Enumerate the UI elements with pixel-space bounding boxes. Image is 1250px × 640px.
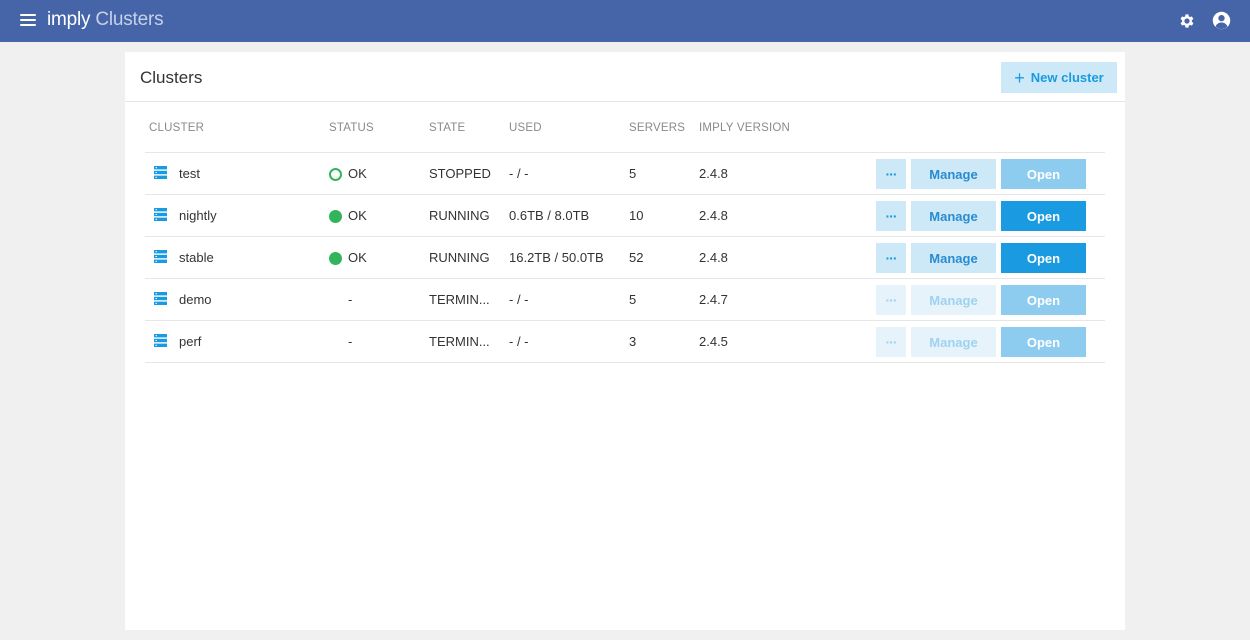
- more-actions-button[interactable]: ···: [876, 285, 906, 315]
- column-header-version[interactable]: IMPLY VERSION: [699, 122, 791, 134]
- state-text: RUNNING: [429, 250, 490, 265]
- cluster-name-link[interactable]: test: [179, 166, 200, 181]
- plus-icon: +: [1014, 67, 1025, 88]
- cluster-name-link[interactable]: perf: [179, 334, 202, 349]
- version-text: 2.4.8: [699, 166, 728, 181]
- version-text: 2.4.8: [699, 208, 728, 223]
- server-stack-icon: [154, 208, 167, 221]
- column-header-servers[interactable]: SERVERS: [629, 122, 686, 134]
- server-stack-icon: [154, 334, 167, 347]
- servers-text: 5: [629, 292, 637, 307]
- user-circle-icon[interactable]: [1212, 11, 1231, 30]
- open-button[interactable]: Open: [1001, 243, 1086, 273]
- more-actions-button[interactable]: ···: [876, 243, 906, 273]
- page-title: Clusters: [140, 68, 203, 87]
- used-text: - / -: [509, 166, 529, 181]
- table-row: stable OK RUNNING 16.2TB / 50.0TB 52 2.4.8 ···…: [145, 237, 1105, 279]
- used-text: 0.6TB / 8.0TB: [509, 208, 590, 223]
- state-text: STOPPED: [429, 166, 491, 181]
- clusters-panel: Clusters + New cluster CLUSTER STATUS ST…: [125, 52, 1125, 630]
- manage-button[interactable]: Manage: [911, 201, 996, 231]
- new-cluster-label: New cluster: [1030, 70, 1104, 85]
- cluster-name-link[interactable]: stable: [179, 250, 214, 265]
- column-header-state[interactable]: STATE: [429, 122, 466, 134]
- new-cluster-button[interactable]: + New cluster: [1001, 62, 1117, 93]
- status-text: OK: [348, 250, 367, 265]
- server-stack-icon: [154, 166, 167, 179]
- more-actions-button[interactable]: ···: [876, 327, 906, 357]
- open-button[interactable]: Open: [1001, 327, 1086, 357]
- open-button[interactable]: Open: [1001, 159, 1086, 189]
- servers-text: 10: [629, 208, 644, 223]
- version-text: 2.4.8: [699, 250, 728, 265]
- server-stack-icon: [154, 292, 167, 305]
- used-text: 16.2TB / 50.0TB: [509, 250, 604, 265]
- manage-button[interactable]: Manage: [911, 285, 996, 315]
- more-actions-button[interactable]: ···: [876, 201, 906, 231]
- table-row: nightly OK RUNNING 0.6TB / 8.0TB 10 2.4.8 ··· M…: [145, 195, 1105, 237]
- status-indicator-icon: [329, 252, 342, 265]
- gear-icon[interactable]: [1178, 12, 1196, 30]
- column-header-cluster[interactable]: CLUSTER: [149, 122, 205, 134]
- brand-logo[interactable]: imply Clusters: [47, 9, 164, 31]
- servers-text: 5: [629, 166, 637, 181]
- manage-button[interactable]: Manage: [911, 159, 996, 189]
- table-row: demo - TERMIN... - / - 5 2.4.7 ··· Manage Open: [145, 279, 1105, 321]
- status-text: -: [348, 334, 353, 349]
- state-text: TERMIN...: [429, 334, 490, 349]
- hamburger-menu-icon[interactable]: [20, 14, 36, 27]
- state-text: RUNNING: [429, 208, 490, 223]
- brand-name: imply: [47, 9, 91, 30]
- state-text: TERMIN...: [429, 292, 490, 307]
- manage-button[interactable]: Manage: [911, 327, 996, 357]
- status-text: OK: [348, 208, 367, 223]
- cluster-name-link[interactable]: nightly: [179, 208, 217, 223]
- version-text: 2.4.5: [699, 334, 728, 349]
- manage-button[interactable]: Manage: [911, 243, 996, 273]
- header-divider: [145, 152, 1105, 153]
- status-indicator-icon: [329, 210, 342, 223]
- column-header-used[interactable]: USED: [509, 122, 542, 134]
- open-button[interactable]: Open: [1001, 201, 1086, 231]
- servers-text: 52: [629, 250, 644, 265]
- status-text: OK: [348, 166, 367, 181]
- server-stack-icon: [154, 250, 167, 263]
- app-title: Clusters: [95, 9, 164, 30]
- open-button[interactable]: Open: [1001, 285, 1086, 315]
- cluster-name-link[interactable]: demo: [179, 292, 212, 307]
- used-text: - / -: [509, 334, 529, 349]
- panel-header: Clusters + New cluster: [125, 52, 1125, 102]
- status-indicator-icon: [329, 168, 342, 181]
- column-header-status[interactable]: STATUS: [329, 122, 374, 134]
- status-text: -: [348, 292, 353, 307]
- servers-text: 3: [629, 334, 637, 349]
- version-text: 2.4.7: [699, 292, 728, 307]
- table-row: perf - TERMIN... - / - 3 2.4.5 ··· Manage Open: [145, 321, 1105, 363]
- more-actions-button[interactable]: ···: [876, 159, 906, 189]
- used-text: - / -: [509, 292, 529, 307]
- table-row: test OK STOPPED - / - 5 2.4.8 ··· Manage Open: [145, 153, 1105, 195]
- top-bar: imply Clusters: [0, 0, 1250, 42]
